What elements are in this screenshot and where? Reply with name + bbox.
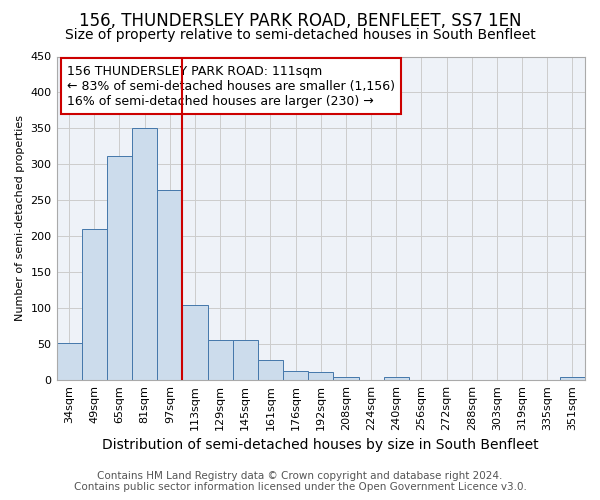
Bar [334,376,359,380]
Bar [82,229,107,380]
Text: Contains HM Land Registry data © Crown copyright and database right 2024.
Contai: Contains HM Land Registry data © Crown c… [74,471,526,492]
Bar [157,190,182,380]
Bar [283,371,308,380]
Bar [56,344,82,380]
Bar [208,340,233,380]
Text: Size of property relative to semi-detached houses in South Benfleet: Size of property relative to semi-detach… [65,28,535,42]
Bar [308,372,334,380]
X-axis label: Distribution of semi-detached houses by size in South Benfleet: Distribution of semi-detached houses by … [103,438,539,452]
Bar [258,360,283,380]
Bar [132,128,157,380]
Y-axis label: Number of semi-detached properties: Number of semi-detached properties [15,116,25,322]
Bar [233,340,258,380]
Bar [383,376,409,380]
Bar [182,306,208,380]
Bar [107,156,132,380]
Text: 156 THUNDERSLEY PARK ROAD: 111sqm
← 83% of semi-detached houses are smaller (1,1: 156 THUNDERSLEY PARK ROAD: 111sqm ← 83% … [67,64,395,108]
Bar [560,378,585,380]
Text: 156, THUNDERSLEY PARK ROAD, BENFLEET, SS7 1EN: 156, THUNDERSLEY PARK ROAD, BENFLEET, SS… [79,12,521,30]
